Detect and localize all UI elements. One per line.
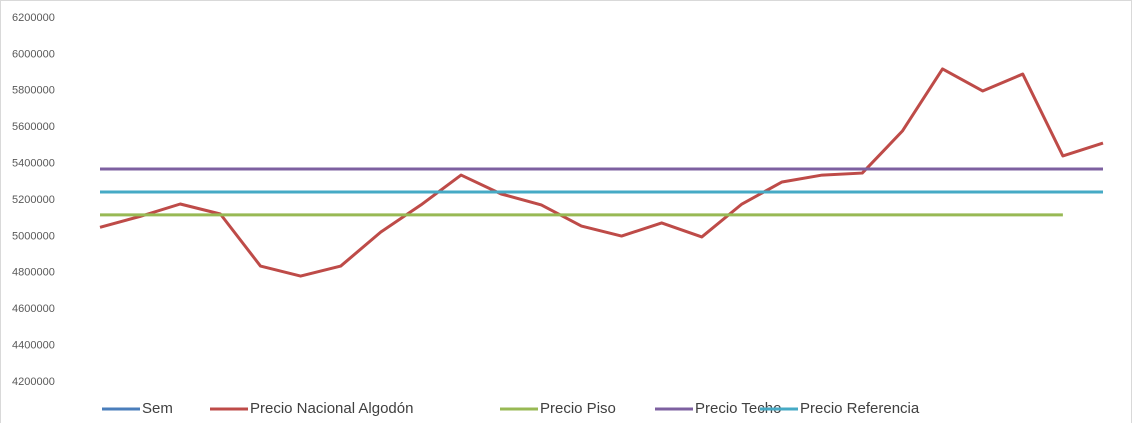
y-tick-label: 4800000 (12, 267, 55, 279)
y-tick-label: 5400000 (12, 158, 55, 170)
y-tick-label: 4200000 (12, 376, 55, 388)
y-tick-label: 5800000 (12, 85, 55, 97)
legend-label: Precio Techo (695, 400, 781, 417)
y-tick-label: 5600000 (12, 121, 55, 133)
y-tick-label: 5200000 (12, 194, 55, 206)
series-line (99, 67, 1104, 278)
y-tick-label: 5000000 (12, 230, 55, 242)
legend-label: Precio Referencia (800, 400, 920, 417)
y-tick-label: 4400000 (12, 340, 55, 352)
legend-label: Sem (142, 400, 173, 417)
y-tick-label: 4600000 (12, 303, 55, 315)
y-tick-label: 6000000 (12, 48, 55, 60)
legend-label: Precio Piso (540, 400, 616, 417)
legend-label: Precio Nacional Algodón (250, 400, 413, 417)
y-tick-label: 6200000 (12, 12, 55, 24)
